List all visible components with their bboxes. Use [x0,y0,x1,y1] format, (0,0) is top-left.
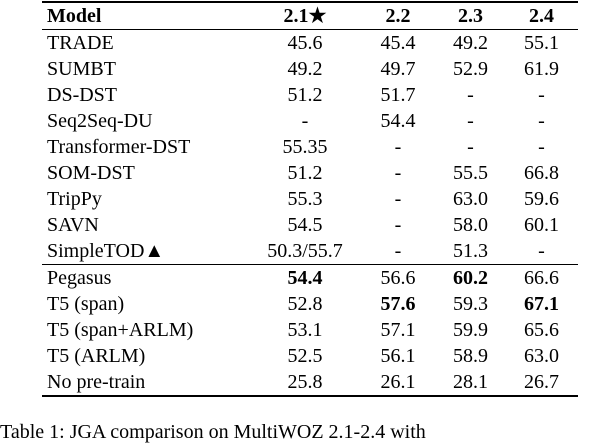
model-name: SOM-DST [47,162,135,184]
header-cell: Model [47,5,102,27]
score-cell: 26.7 [524,371,559,393]
score-cell: 55.1 [524,32,559,54]
table-row: TripPy 55.3 - 63.0 59.6 [42,186,578,212]
score-cell: 54.4 [287,267,323,289]
score-cell: 51.2 [287,84,323,106]
header-cell: 2.1★ [283,5,327,27]
page: Model 2.1★ 2.2 2.3 2.4 TRADE 45.6 45.4 49.2 55.1… [0,1,578,443]
table-row: SUMBT 49.2 49.7 52.9 61.9 [42,56,578,82]
score-cell: 25.8 [287,371,323,393]
model-name: SUMBT [47,58,116,80]
score-cell: 54.5 [287,214,323,236]
score-cell: 55.3 [287,188,323,210]
header-cell: 2.3 [458,5,483,27]
score-cell: 56.6 [380,267,416,289]
score-cell: 49.7 [380,58,416,80]
table-row: T5 (ARLM) 52.5 56.1 58.9 63.0 [42,343,578,369]
model-name: SimpleTOD▲ [47,240,165,262]
table-row: Seq2Seq-DU - 54.4 - - [42,108,578,134]
score-cell: - [538,240,545,262]
score-cell: - [467,84,474,106]
table-row: Pegasus 54.4 56.6 60.2 66.6 [42,265,578,292]
score-cell: 63.0 [453,188,488,210]
score-cell: 26.1 [380,371,416,393]
table-row: SAVN 54.5 - 58.0 60.1 [42,212,578,238]
score-cell: 60.2 [453,267,488,289]
model-name: Seq2Seq-DU [47,110,153,132]
score-cell: 61.9 [524,58,559,80]
score-cell: 52.9 [453,58,488,80]
score-cell: - [467,110,474,132]
table-row: SimpleTOD▲ 50.3/55.7 - 51.3 - [42,238,578,265]
score-cell: 66.8 [524,162,559,184]
score-cell: - [394,136,402,158]
score-cell: 59.9 [453,319,488,341]
score-cell: 66.6 [524,267,559,289]
score-cell: - [394,188,402,210]
score-cell: 57.6 [380,293,416,315]
score-cell: 50.3/55.7 [267,240,343,262]
score-cell: 55.5 [453,162,488,184]
score-cell: 59.3 [453,293,488,315]
row-group: TRADE 45.6 45.4 49.2 55.1 SUMBT 49.2 49.7 52.9 61… [42,30,578,265]
model-name: Pegasus [47,267,112,289]
table-row: TRADE 45.6 45.4 49.2 55.1 [42,30,578,57]
score-cell: 56.1 [380,345,416,367]
model-name: T5 (span) [47,293,125,315]
header-row: Model 2.1★ 2.2 2.3 2.4 [42,2,578,30]
model-name: T5 (ARLM) [47,345,146,367]
table-row: T5 (span) 52.8 57.6 59.3 67.1 [42,291,578,317]
table-row: DS-DST 51.2 51.7 - - [42,82,578,108]
score-cell: 28.1 [453,371,488,393]
model-name: T5 (span+ARLM) [47,319,194,341]
table-row: No pre-train 25.8 26.1 28.1 26.7 [42,369,578,396]
score-cell: - [301,110,309,132]
model-name: DS-DST [47,84,118,106]
header-cell: 2.4 [529,5,554,27]
model-name: TRADE [47,32,114,54]
table-row: Transformer-DST 55.35 - - - [42,134,578,160]
model-name: TripPy [47,188,102,210]
table-row: T5 (span+ARLM) 53.1 57.1 59.9 65.6 [42,317,578,343]
score-cell: - [394,162,402,184]
score-cell: - [538,136,545,158]
row-group: Pegasus 54.4 56.6 60.2 66.6 T5 (span) 52.8 57.6… [42,264,578,396]
score-cell: 52.8 [287,293,323,315]
score-cell: 60.1 [524,214,559,236]
model-name: Transformer-DST [47,136,191,158]
score-cell: - [394,214,402,236]
score-cell: 59.6 [524,188,559,210]
results-table: Model 2.1★ 2.2 2.3 2.4 TRADE 45.6 45.4 49.2 55.1… [42,1,578,397]
score-cell: 49.2 [287,58,323,80]
score-cell: 51.7 [380,84,416,106]
score-cell: 65.6 [524,319,559,341]
score-cell: 67.1 [524,293,559,315]
score-cell: 45.6 [287,32,323,54]
score-cell: 53.1 [287,319,323,341]
score-cell: 57.1 [380,319,416,341]
model-name: No pre-train [47,371,146,393]
header-cell: 2.2 [385,5,411,27]
score-cell: 51.3 [453,240,488,262]
score-cell: - [538,110,545,132]
score-cell: 55.35 [282,136,328,158]
caption: Table 1: JGA comparison on MultiWOZ 2.1-… [0,421,426,443]
score-cell: 58.9 [453,345,488,367]
score-cell: - [467,136,474,158]
score-cell: 54.4 [380,110,416,132]
score-cell: - [394,240,402,262]
score-cell: 49.2 [453,32,488,54]
score-cell: 51.2 [287,162,323,184]
score-cell: 63.0 [524,345,559,367]
table-row: SOM-DST 51.2 - 55.5 66.8 [42,160,578,186]
score-cell: 52.5 [287,345,323,367]
model-name: SAVN [47,214,99,236]
score-cell: 45.4 [380,32,416,54]
score-cell: - [538,84,545,106]
score-cell: 58.0 [453,214,488,236]
